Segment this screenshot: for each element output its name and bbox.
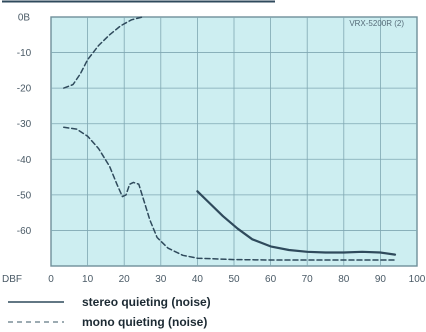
grid-lines [51,17,417,266]
y-tick-label: -30 [17,119,32,130]
series-lines [63,16,397,261]
y-tick-label: -10 [17,48,32,59]
series-line-2 [63,16,144,89]
y-tick-label: -20 [17,84,32,95]
y-tick-label: -60 [17,226,32,237]
x-tick-label: 70 [302,274,314,285]
x-tick-label: 10 [82,274,94,285]
x-tick-label: 60 [265,274,277,285]
y-tick-label: -50 [17,190,32,201]
x-axis-ticks: 0 10 20 30 40 50 60 70 80 90 100 [48,274,426,285]
series-line-0 [196,190,397,256]
legend: stereo quieting (noise) mono quieting (n… [8,295,211,329]
x-tick-label: 20 [119,274,131,285]
legend-label-stereo: stereo quieting (noise) [82,295,211,309]
series-line-1 [63,126,396,261]
x-tick-label: 40 [192,274,204,285]
x-tick-label: 80 [338,274,350,285]
x-tick-label: 30 [155,274,167,285]
x-tick-label: 90 [375,274,387,285]
y-axis-ticks: 0B -10 -20 -30 -40 -50 -60 [17,13,32,237]
model-label: VRX-5200R (2) [349,19,404,28]
x-tick-label: 50 [228,274,240,285]
y-tick-label: 0B [18,13,31,24]
x-tick-label: 100 [409,274,426,285]
y-tick-label: -40 [17,155,32,166]
x-axis-label: DBF [2,274,22,285]
x-tick-label: 0 [48,274,54,285]
legend-label-mono: mono quieting (noise) [82,315,207,329]
